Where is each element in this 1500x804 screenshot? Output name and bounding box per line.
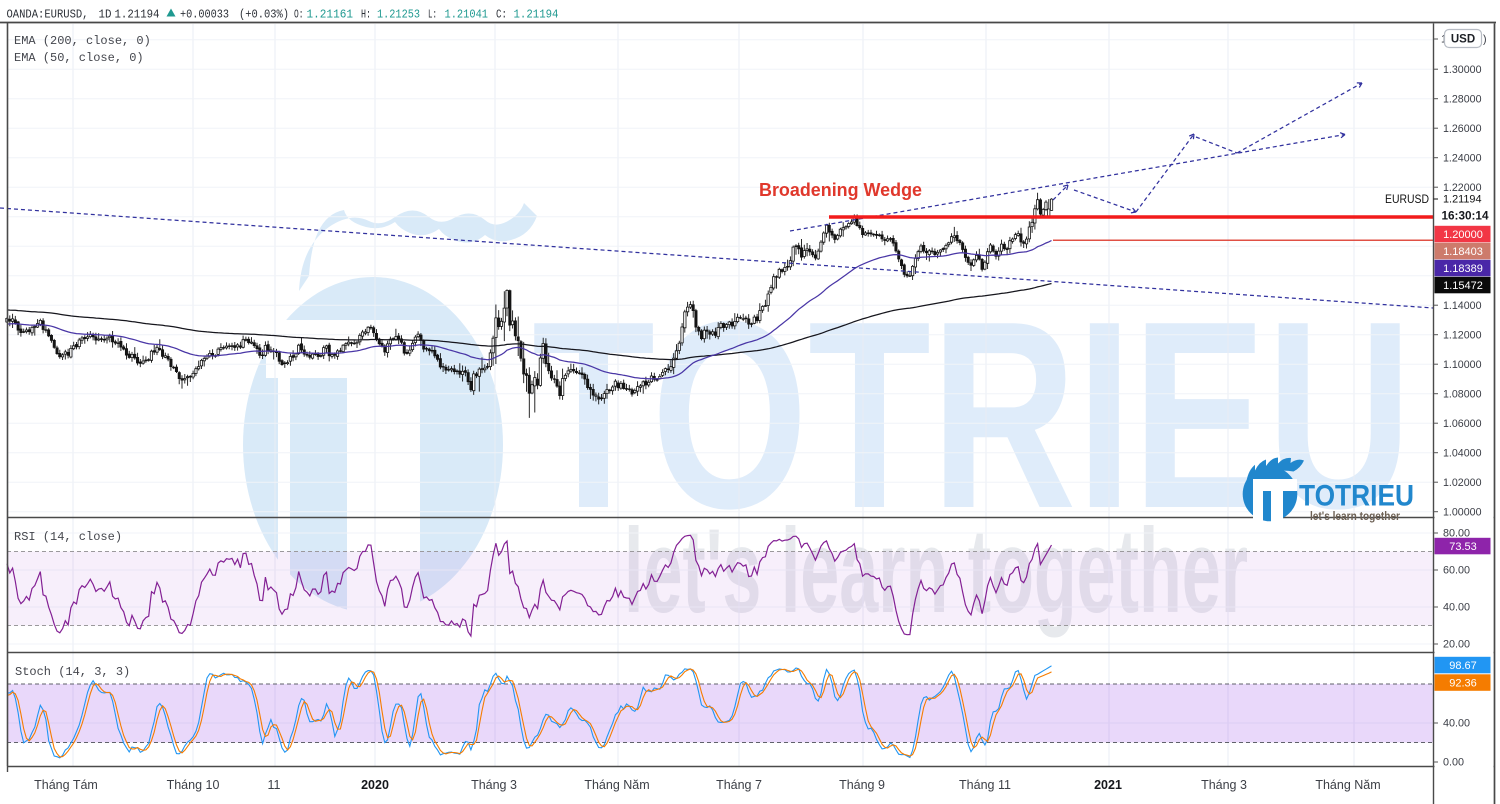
svg-text:98.67: 98.67 <box>1449 660 1477 672</box>
svg-text:1.22000: 1.22000 <box>1443 182 1482 194</box>
svg-text:2021: 2021 <box>1094 778 1122 792</box>
svg-text:Tháng 3: Tháng 3 <box>471 778 517 792</box>
svg-text:(+0.03%): (+0.03%) <box>239 8 289 22</box>
svg-text:11: 11 <box>268 778 281 792</box>
svg-text:92.36: 92.36 <box>1449 677 1477 689</box>
svg-text:40.00: 40.00 <box>1443 602 1470 614</box>
svg-text:RSI (14, close): RSI (14, close) <box>14 530 122 544</box>
svg-text:Tháng Năm: Tháng Năm <box>1315 778 1380 792</box>
svg-text:40.00: 40.00 <box>1443 718 1470 730</box>
svg-text:Tháng 7: Tháng 7 <box>716 778 762 792</box>
svg-text:): ) <box>1483 34 1487 46</box>
svg-text:EMA (200, close, 0): EMA (200, close, 0) <box>14 34 151 48</box>
svg-text:1.14000: 1.14000 <box>1443 300 1482 312</box>
svg-text:80.00: 80.00 <box>1443 528 1470 540</box>
svg-text:O:: O: <box>294 8 304 22</box>
svg-text:Tháng Tám: Tháng Tám <box>34 778 98 792</box>
svg-text:16:30:14: 16:30:14 <box>1442 208 1489 222</box>
svg-text:1.24000: 1.24000 <box>1443 152 1482 164</box>
svg-text:1.18389: 1.18389 <box>1443 263 1483 275</box>
svg-text:1.30000: 1.30000 <box>1443 64 1482 76</box>
svg-text:L:: L: <box>428 8 437 22</box>
svg-text:TOTRIEU: TOTRIEU <box>1299 480 1414 513</box>
svg-text:1.18403: 1.18403 <box>1443 246 1483 258</box>
svg-text:1.04000: 1.04000 <box>1443 447 1482 459</box>
svg-text:C:: C: <box>496 8 507 22</box>
svg-text:Tháng 11: Tháng 11 <box>959 778 1011 792</box>
svg-text:1.06000: 1.06000 <box>1443 418 1482 430</box>
svg-text:1.00000: 1.00000 <box>1443 506 1482 518</box>
svg-text:1.02000: 1.02000 <box>1443 477 1482 489</box>
svg-text:Tháng 9: Tháng 9 <box>839 778 885 792</box>
svg-text:0.00: 0.00 <box>1443 757 1464 769</box>
svg-text:1.21194: 1.21194 <box>115 8 160 22</box>
svg-text:Broadening Wedge: Broadening Wedge <box>759 179 922 200</box>
svg-text:Stoch (14, 3, 3): Stoch (14, 3, 3) <box>15 665 130 679</box>
svg-text:1.12000: 1.12000 <box>1443 329 1482 341</box>
svg-text:1.21194: 1.21194 <box>1443 194 1482 206</box>
svg-text:Tháng Năm: Tháng Năm <box>584 778 649 792</box>
svg-text:EMA (50, close, 0): EMA (50, close, 0) <box>14 51 144 65</box>
svg-text:1.15472: 1.15472 <box>1443 280 1483 292</box>
svg-text:1.20000: 1.20000 <box>1443 229 1483 241</box>
svg-text:USD: USD <box>1451 34 1475 46</box>
svg-text:2020: 2020 <box>361 778 389 792</box>
svg-text:1.21194: 1.21194 <box>514 8 559 22</box>
svg-text:1.26000: 1.26000 <box>1443 123 1482 135</box>
svg-text:let's learn together: let's learn together <box>624 504 1248 638</box>
svg-text:1.21041: 1.21041 <box>445 8 489 22</box>
svg-text:73.53: 73.53 <box>1449 541 1477 553</box>
svg-text:OANDA:EURUSD,: OANDA:EURUSD, <box>7 8 89 22</box>
svg-text:H:: H: <box>361 8 371 22</box>
svg-text:1.28000: 1.28000 <box>1443 93 1482 105</box>
svg-text:60.00: 60.00 <box>1443 565 1470 577</box>
svg-text:1D: 1D <box>99 8 112 22</box>
svg-text:1.08000: 1.08000 <box>1443 388 1482 400</box>
svg-text:Tháng 3: Tháng 3 <box>1201 778 1247 792</box>
svg-text:1.21161: 1.21161 <box>307 8 354 22</box>
svg-text:EURUSD: EURUSD <box>1385 194 1429 206</box>
svg-text:Tháng 10: Tháng 10 <box>167 778 220 792</box>
svg-text:1.10000: 1.10000 <box>1443 359 1482 371</box>
svg-text:20.00: 20.00 <box>1443 639 1470 651</box>
svg-text:let's learn together: let's learn together <box>1310 509 1400 523</box>
svg-text:1.21253: 1.21253 <box>377 8 420 22</box>
svg-text:+0.00033: +0.00033 <box>180 8 229 22</box>
